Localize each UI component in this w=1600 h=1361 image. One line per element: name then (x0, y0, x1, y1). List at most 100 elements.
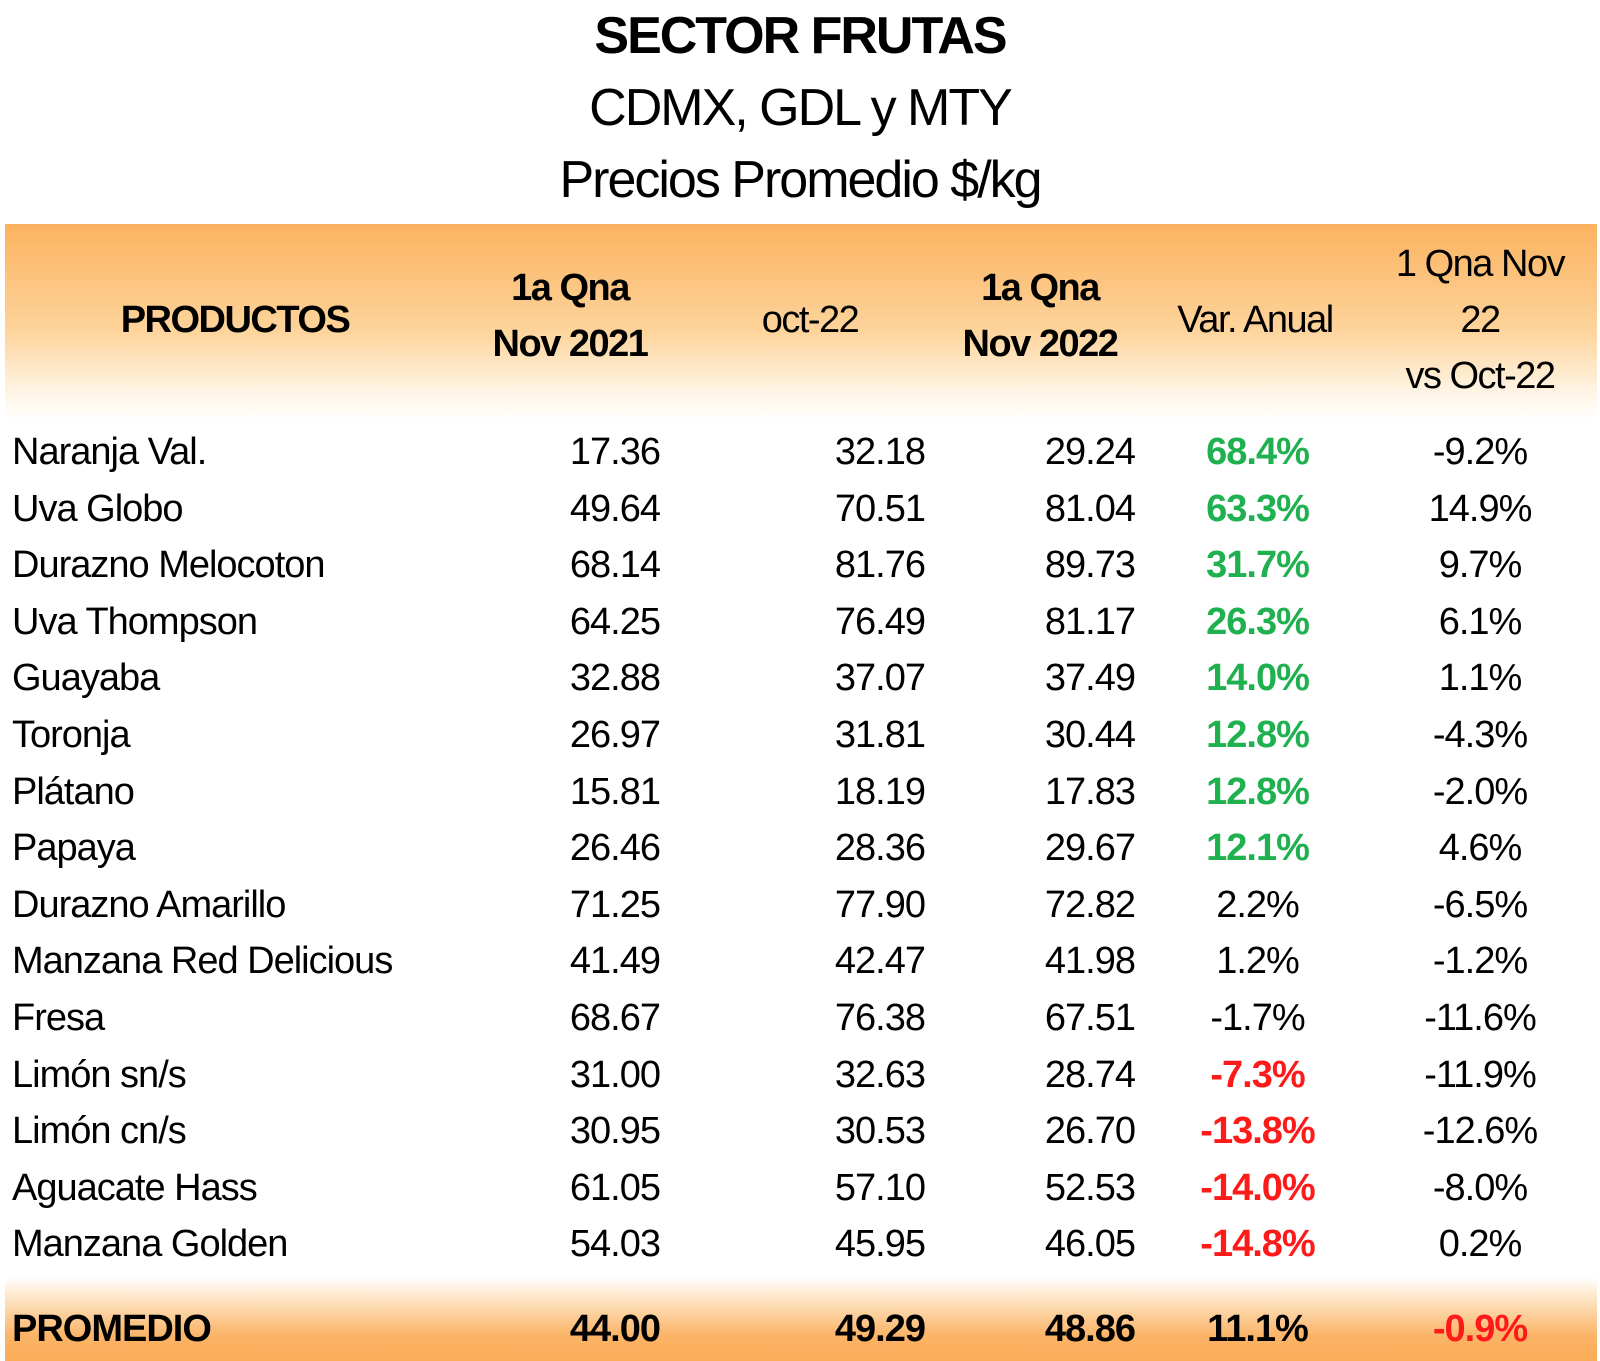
header-band (5, 224, 1597, 420)
cell-oct22: 45.95 (834, 1223, 926, 1265)
cell-var-anual: 1.2% (1216, 940, 1300, 982)
cell-nov2021: 32.88 (569, 657, 661, 699)
cell-nov2022: 17.83 (1044, 771, 1136, 813)
cell-producto: Limón sn/s (12, 1054, 187, 1096)
cell-vs-oct: -11.6% (1424, 997, 1537, 1039)
header-nov2021-line1: 1a Qna (511, 267, 630, 309)
cell-vs-oct: -12.6% (1422, 1110, 1538, 1152)
cell-oct22: 37.07 (834, 657, 926, 699)
cell-nov2022: 67.51 (1044, 997, 1136, 1039)
cell-producto: Guayaba (12, 657, 160, 699)
cell-nov2022: 29.24 (1044, 431, 1136, 473)
cell-nov2022: 30.44 (1044, 714, 1136, 756)
cell-producto: Plátano (12, 771, 135, 813)
cell-producto: Aguacate Hass (12, 1167, 258, 1209)
cell-producto: Limón cn/s (12, 1110, 187, 1152)
cell-vs-oct: -2.0% (1432, 771, 1528, 813)
cell-oct22: 31.81 (834, 714, 926, 756)
cell-vs-oct: -9.2% (1432, 431, 1528, 473)
total-nov2021: 44.00 (569, 1308, 661, 1350)
header-productos: PRODUCTOS (120, 299, 351, 341)
total-vs-oct: -0.9% (1432, 1308, 1528, 1350)
cell-oct22: 76.38 (834, 997, 926, 1039)
cell-var-anual: 14.0% (1206, 657, 1310, 699)
cell-oct22: 30.53 (834, 1110, 926, 1152)
cell-nov2022: 41.98 (1044, 940, 1136, 982)
cell-oct22: 81.76 (834, 544, 926, 586)
cell-var-anual: -1.7% (1210, 997, 1305, 1039)
cell-oct22: 57.10 (834, 1167, 926, 1209)
cell-oct22: 32.18 (834, 431, 926, 473)
cell-var-anual: 12.8% (1206, 714, 1310, 756)
cell-var-anual: -7.3% (1210, 1054, 1305, 1096)
cell-producto: Manzana Red Delicious (12, 940, 393, 982)
cell-nov2022: 29.67 (1044, 827, 1136, 869)
chart-subtitle-2: Precios Promedio $/kg (559, 151, 1042, 209)
cell-producto: Manzana Golden (12, 1223, 288, 1265)
footer-band (5, 1277, 1597, 1361)
cell-nov2021: 30.95 (569, 1110, 661, 1152)
header-nov2021: 1a Qna Nov 2021 (450, 260, 690, 372)
header-var-anual: Var. Anual (1177, 299, 1334, 341)
cell-nov2022: 52.53 (1044, 1167, 1136, 1209)
chart-title: SECTOR FRUTAS (594, 7, 1007, 65)
header-nov2021-line2: Nov 2021 (492, 323, 649, 365)
cell-nov2021: 41.49 (569, 940, 661, 982)
cell-nov2022: 28.74 (1044, 1054, 1136, 1096)
cell-nov2022: 81.17 (1044, 601, 1136, 643)
cell-vs-oct: 0.2% (1438, 1223, 1523, 1265)
cell-nov2022: 37.49 (1044, 657, 1136, 699)
cell-var-anual: 31.7% (1206, 544, 1310, 586)
cell-oct22: 32.63 (834, 1054, 926, 1096)
cell-vs-oct: 9.7% (1438, 544, 1523, 586)
header-vs-oct: 1 Qna Nov 22 vs Oct-22 (1370, 236, 1590, 404)
cell-producto: Fresa (12, 997, 105, 1039)
cell-vs-oct: 1.1% (1438, 657, 1523, 699)
header-nov2022-line2: Nov 2022 (962, 323, 1119, 365)
cell-producto: Uva Thompson (12, 601, 258, 643)
cell-var-anual: -14.8% (1200, 1223, 1315, 1265)
cell-nov2021: 26.46 (569, 827, 661, 869)
cell-producto: Naranja Val. (12, 431, 207, 473)
cell-nov2021: 61.05 (569, 1167, 661, 1209)
cell-nov2022: 72.82 (1044, 884, 1136, 926)
cell-nov2021: 31.00 (569, 1054, 661, 1096)
cell-producto: Uva Globo (12, 488, 184, 530)
cell-var-anual: -13.8% (1200, 1110, 1315, 1152)
total-var-anual: 11.1% (1207, 1308, 1309, 1350)
chart-subtitle-1: CDMX, GDL y MTY (589, 79, 1013, 137)
cell-vs-oct: -6.5% (1432, 884, 1528, 926)
header-vs-oct-line2: 22 (1460, 299, 1501, 341)
cell-oct22: 76.49 (834, 601, 926, 643)
cell-producto: Durazno Melocoton (12, 544, 326, 586)
cell-nov2021: 17.36 (569, 431, 661, 473)
header-vs-oct-line1: 1 Qna Nov (1395, 243, 1566, 285)
cell-producto: Toronja (12, 714, 131, 756)
cell-nov2021: 15.81 (569, 771, 661, 813)
cell-vs-oct: 6.1% (1438, 601, 1523, 643)
cell-oct22: 77.90 (834, 884, 926, 926)
cell-nov2021: 49.64 (569, 488, 661, 530)
cell-var-anual: 2.2% (1216, 884, 1300, 926)
cell-var-anual: 12.8% (1206, 771, 1310, 813)
cell-nov2021: 68.67 (569, 997, 661, 1039)
cell-nov2021: 71.25 (569, 884, 661, 926)
cell-vs-oct: 4.6% (1438, 827, 1523, 869)
cell-producto: Papaya (12, 827, 136, 869)
header-oct22: oct-22 (761, 299, 860, 341)
header-nov2022: 1a Qna Nov 2022 (920, 260, 1160, 372)
cell-var-anual: 12.1% (1206, 827, 1310, 869)
total-oct22: 49.29 (834, 1308, 926, 1350)
cell-vs-oct: -11.9% (1424, 1054, 1537, 1096)
cell-vs-oct: -1.2% (1432, 940, 1528, 982)
total-producto: PROMEDIO (12, 1308, 212, 1350)
cell-nov2021: 64.25 (569, 601, 661, 643)
cell-var-anual: -14.0% (1200, 1167, 1315, 1209)
cell-nov2022: 89.73 (1044, 544, 1136, 586)
cell-vs-oct: -8.0% (1432, 1167, 1528, 1209)
cell-nov2021: 68.14 (569, 544, 661, 586)
cell-vs-oct: -4.3% (1432, 714, 1528, 756)
cell-nov2021: 26.97 (569, 714, 661, 756)
cell-var-anual: 26.3% (1206, 601, 1310, 643)
header-vs-oct-line3: vs Oct-22 (1405, 355, 1556, 397)
